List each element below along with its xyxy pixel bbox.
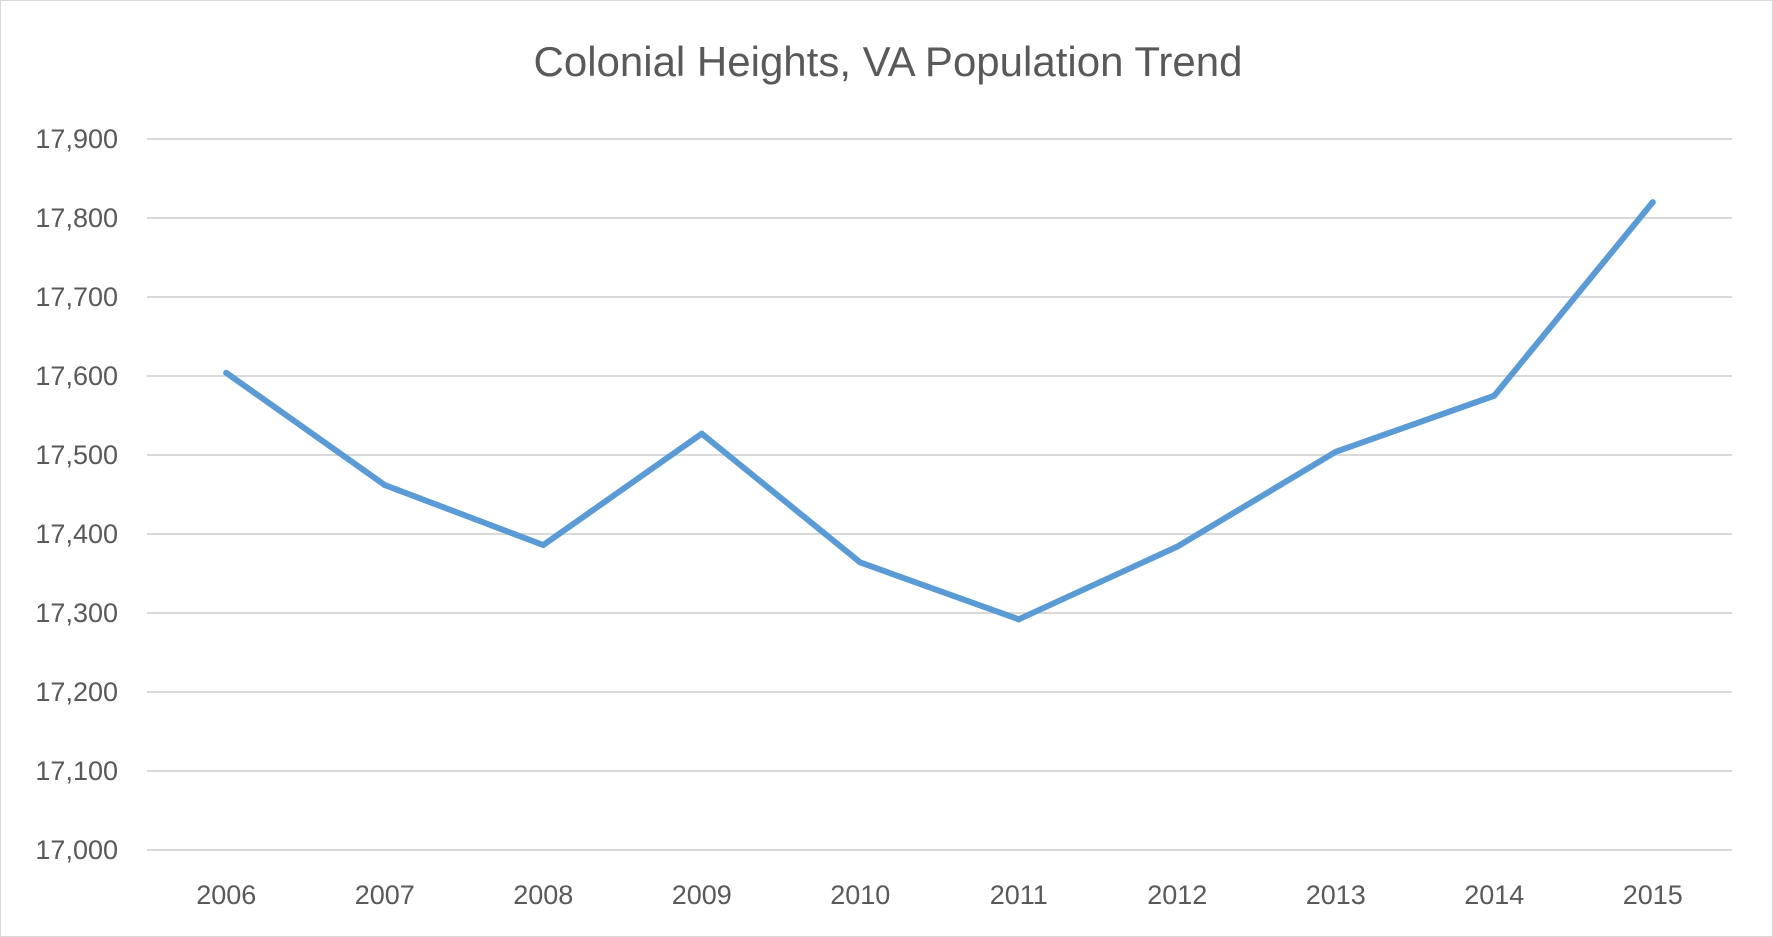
data-point [1332,448,1339,455]
series [223,199,1656,623]
data-point [1491,392,1498,399]
x-tick-label: 2010 [830,880,890,910]
y-axis-ticks: 17,000 17,100 17,200 17,300 17,400 17,500 17,6… [35,124,118,865]
y-tick-label: 17,500 [35,440,118,470]
x-tick-label: 2014 [1464,880,1524,910]
y-tick-label: 17,300 [35,598,118,628]
x-tick-label: 2006 [196,880,256,910]
y-tick-label: 17,800 [35,203,118,233]
x-tick-label: 2009 [672,880,732,910]
x-tick-label: 2012 [1147,880,1207,910]
y-tick-label: 17,900 [35,124,118,154]
y-tick-label: 17,200 [35,677,118,707]
y-tick-label: 17,400 [35,519,118,549]
data-point [698,430,705,437]
data-point [1015,616,1022,623]
x-tick-label: 2008 [513,880,573,910]
data-point [1174,543,1181,550]
y-tick-label: 17,600 [35,361,118,391]
gridlines [147,138,1732,851]
x-tick-label: 2013 [1306,880,1366,910]
x-tick-label: 2007 [355,880,415,910]
series-line [223,199,1656,623]
data-point [1649,199,1656,206]
y-tick-label: 17,000 [35,835,118,865]
x-tick-label: 2015 [1623,880,1683,910]
x-tick-label: 2011 [990,880,1048,910]
data-point [223,369,230,376]
y-tick-label: 17,100 [35,756,118,786]
y-tick-label: 17,700 [35,282,118,312]
x-axis-ticks: 2006 2007 2008 2009 2010 2011 2012 2013 2014 2015 [196,880,1683,910]
chart-title: Colonial Heights, VA Population Trend [534,38,1243,85]
data-point [540,542,547,549]
data-point [381,482,388,489]
data-point [857,559,864,566]
